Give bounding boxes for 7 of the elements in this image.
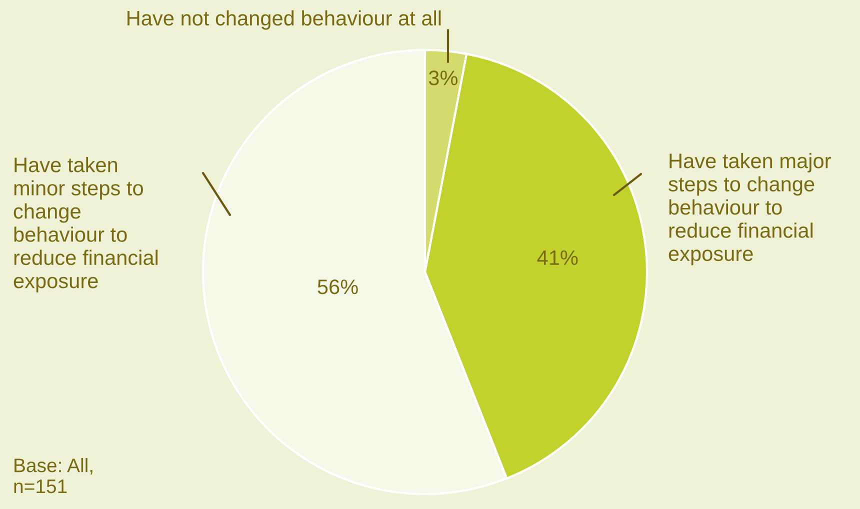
slice-label: Have not changed behaviour at all xyxy=(128,10,441,30)
slice-label: Have taken minor steps to change behaviour to reduce financial exposure xyxy=(14,157,158,292)
text: Base: All, n=151 xyxy=(14,458,92,494)
slice-label: Have taken major steps to change behaviour to reduce financial exposure xyxy=(668,153,831,266)
data-label: 41% xyxy=(537,250,578,265)
data-label: 56% xyxy=(318,279,358,294)
data-label: 3% xyxy=(428,70,458,86)
